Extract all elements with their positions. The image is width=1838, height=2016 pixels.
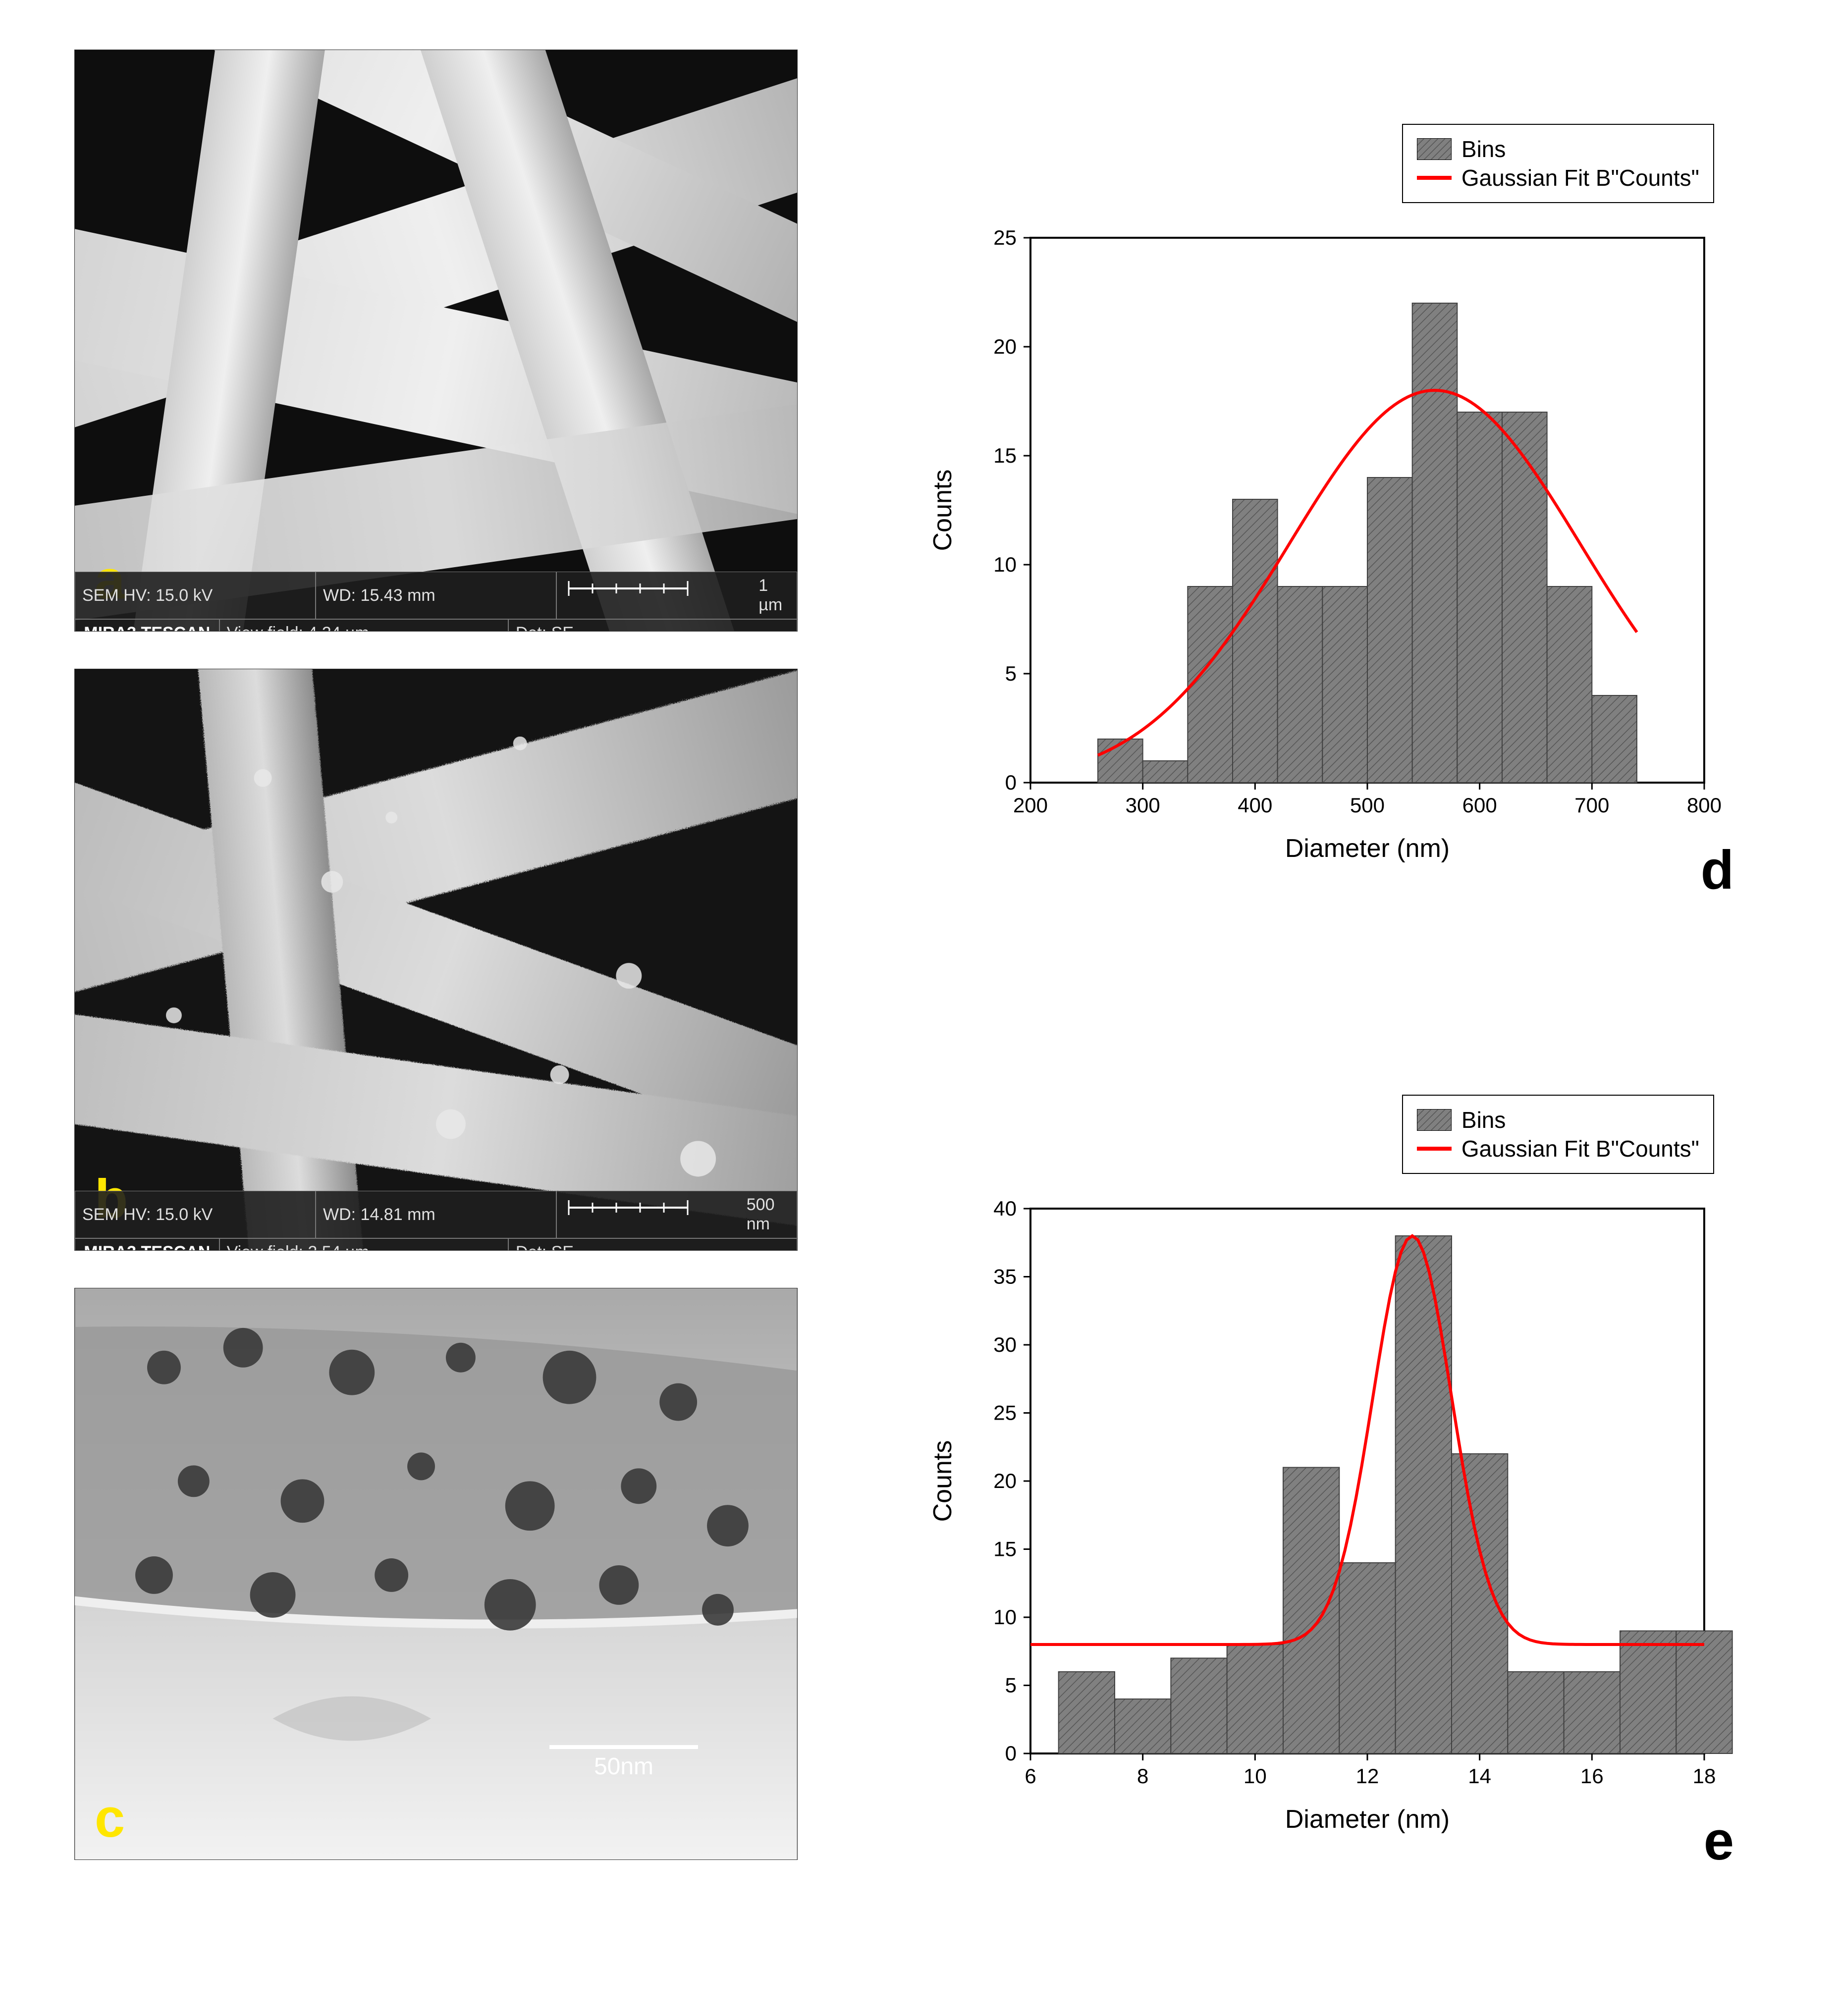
svg-text:800: 800 — [1687, 794, 1722, 817]
svg-text:25: 25 — [993, 1401, 1017, 1425]
panel-letter-d: d — [1701, 839, 1734, 902]
svg-text:40: 40 — [993, 1197, 1017, 1220]
svg-text:6: 6 — [1025, 1764, 1036, 1788]
svg-text:10: 10 — [993, 1605, 1017, 1629]
svg-text:14: 14 — [1468, 1764, 1491, 1788]
svg-text:Diameter (nm): Diameter (nm) — [1285, 834, 1450, 863]
svg-text:20: 20 — [993, 1469, 1017, 1492]
panel-letter-e: e — [1704, 1809, 1734, 1872]
tem-image-c: 50nm c — [74, 1288, 798, 1860]
sem-hv: SEM HV: 15.0 kV — [75, 572, 316, 619]
svg-text:700: 700 — [1574, 794, 1609, 817]
svg-text:8: 8 — [1137, 1764, 1148, 1788]
sem-det: Det: SE — [508, 619, 797, 632]
svg-text:5: 5 — [1005, 1674, 1017, 1697]
chart-d-svg: 200 300 400 500 600 700 800 0 5 10 15 20 25 Diameter … — [902, 119, 1744, 911]
sem-footer-b: SEM HV: 15.0 kV WD: 14.81 mm 500 nm MIRA… — [75, 1191, 797, 1250]
legend-d: Bins Gaussian Fit B"Counts" — [1402, 124, 1714, 203]
svg-text:10: 10 — [993, 553, 1017, 576]
svg-text:0: 0 — [1005, 1742, 1017, 1765]
tem-scalebar: 50nm — [549, 1745, 698, 1780]
panel-letter-c: c — [95, 1787, 125, 1850]
svg-text:35: 35 — [993, 1265, 1017, 1288]
chart-d: Bins Gaussian Fit B"Counts" 200300400500… — [902, 119, 1744, 911]
svg-text:0: 0 — [1005, 771, 1017, 794]
sem-footer-a: SEM HV: 15.0 kV WD: 15.43 mm 1 µm MIRA3 … — [75, 572, 797, 631]
svg-text:600: 600 — [1462, 794, 1497, 817]
sem-wd: WD: 15.43 mm — [316, 572, 556, 619]
svg-text:300: 300 — [1126, 794, 1160, 817]
sem-brand: MIRA3 TESCAN — [75, 619, 219, 632]
svg-text:25: 25 — [993, 226, 1017, 249]
svg-text:200: 200 — [1013, 794, 1048, 817]
chart-e: Bins Gaussian Fit B"Counts" 6 8 10 12 14 16 18… — [902, 1090, 1744, 1882]
sem-image-b: b SEM HV: 15.0 kV WD: 14.81 mm 500 nm MI… — [74, 669, 798, 1251]
svg-text:10: 10 — [1243, 1764, 1267, 1788]
svg-text:20: 20 — [993, 335, 1017, 358]
svg-text:15: 15 — [993, 1538, 1017, 1561]
chart-e-svg: 6 8 10 12 14 16 18 0 5 10 15 20 25 30 35 40 Diameter (nm… — [902, 1090, 1744, 1882]
svg-text:16: 16 — [1580, 1764, 1604, 1788]
svg-text:Counts: Counts — [928, 1440, 957, 1522]
svg-text:Counts: Counts — [928, 470, 957, 551]
sem-a-svg — [75, 50, 797, 631]
svg-text:5: 5 — [1005, 662, 1017, 685]
sem-b-svg — [75, 669, 797, 1250]
sem-scale: 1 µm — [556, 572, 797, 619]
svg-text:30: 30 — [993, 1333, 1017, 1356]
svg-text:400: 400 — [1238, 794, 1272, 817]
svg-text:Diameter (nm): Diameter (nm) — [1285, 1805, 1450, 1834]
svg-text:500: 500 — [1350, 794, 1385, 817]
svg-text:15: 15 — [993, 444, 1017, 467]
sem-image-a: a SEM HV: 15.0 kV WD: 15.43 mm 1 µm MIRA… — [74, 50, 798, 632]
svg-text:12: 12 — [1356, 1764, 1379, 1788]
legend-e: Bins Gaussian Fit B"Counts" — [1402, 1095, 1714, 1174]
svg-text:18: 18 — [1693, 1764, 1716, 1788]
sem-viewfield: View field: 4.24 µm — [219, 619, 508, 632]
